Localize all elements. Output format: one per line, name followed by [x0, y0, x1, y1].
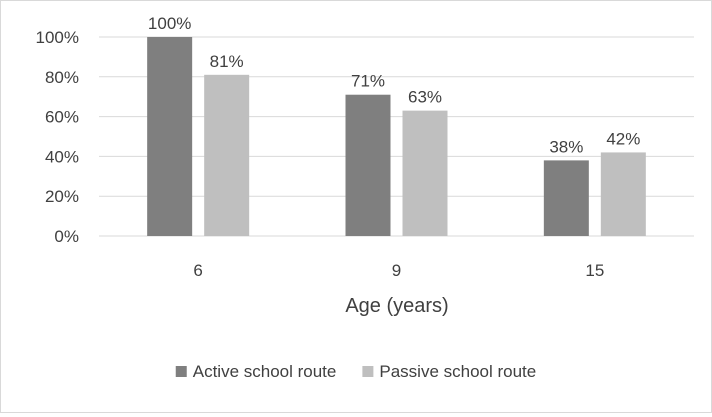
legend-item-active: Active school route [175, 362, 337, 381]
legend-swatch [362, 366, 374, 377]
data-label: 81% [210, 52, 244, 71]
bar-passive-age-15 [600, 152, 646, 236]
bar-active-age-15 [543, 160, 589, 236]
gridlines [99, 36, 694, 237]
x-axis-title: Age (years) [345, 295, 448, 317]
legend-swatch [175, 366, 187, 377]
bar-passive-age-9 [402, 110, 448, 236]
x-tick-label: 6 [193, 261, 202, 280]
data-label: 100% [148, 14, 191, 33]
legend-label: Active school route [193, 362, 337, 381]
x-axis-tick-labels: 6 9 15 [193, 261, 604, 280]
y-tick-label: 100% [36, 28, 79, 47]
data-label: 38% [549, 137, 583, 156]
bar-active-age-9 [345, 94, 391, 237]
y-tick-label: 0% [54, 227, 79, 246]
y-axis-tick-labels: 0% 20% 40% 60% 80% 100% [36, 28, 79, 246]
data-label: 42% [606, 129, 640, 148]
bar-active-age-6 [147, 37, 193, 236]
y-tick-label: 20% [45, 187, 79, 206]
bars [147, 37, 646, 237]
legend-label: Passive school route [379, 362, 536, 381]
x-tick-label: 9 [392, 261, 401, 280]
x-tick-label: 15 [585, 261, 604, 280]
y-tick-label: 60% [45, 108, 79, 127]
y-tick-label: 40% [45, 147, 79, 166]
legend-item-passive: Passive school route [362, 362, 536, 381]
y-tick-label: 80% [45, 68, 79, 87]
bar-passive-age-6 [204, 74, 250, 236]
data-label: 71% [351, 72, 385, 91]
legend: Active school route Passive school route [175, 362, 536, 381]
data-labels: 100% 81% 71% 63% 38% 42% [148, 14, 640, 156]
data-label: 63% [408, 88, 442, 107]
